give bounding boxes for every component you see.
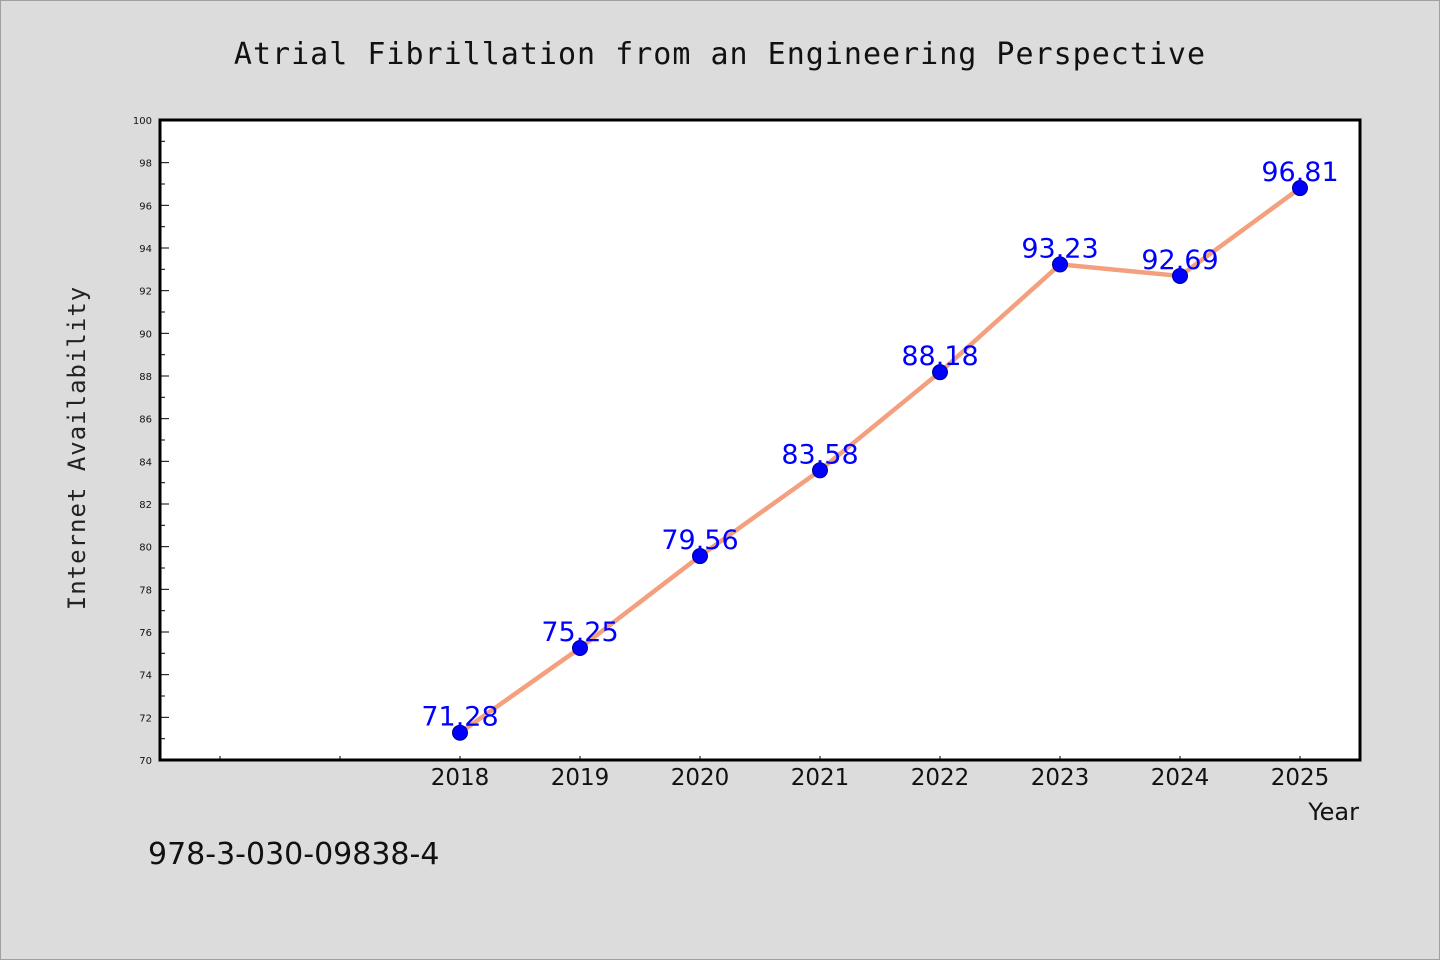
isbn-footer: 978-3-030-09838-4: [148, 837, 439, 872]
y-tick-label: 86: [139, 415, 152, 426]
data-label: 79.56: [661, 525, 738, 556]
series-layer: 71.28 75.25 79.56 83.58 88.18 93.23 92.69 96.81: [421, 157, 1339, 741]
y-tick-label: 70: [139, 756, 152, 767]
data-label: 83.58: [781, 439, 858, 470]
data-point: [452, 724, 468, 741]
data-label: 71.28: [421, 702, 498, 733]
plot-border: [158, 118, 1362, 762]
y-tick-label: 98: [139, 159, 152, 170]
y-tick-label: 82: [139, 500, 152, 511]
y-tick-label: 84: [139, 457, 152, 468]
x-axis-ticks: 2018 2019 2020 2021 2022 2023 2024 2025: [219, 756, 1330, 791]
data-label: 75.25: [541, 617, 618, 648]
y-axis-ticks: 70 72 74 76 78 80 82 84 86 88 90 92 94 96 98 100: [133, 116, 169, 767]
data-point: [572, 640, 588, 656]
x-tick-label: 2020: [671, 765, 730, 791]
x-tick-label: 2024: [1151, 765, 1210, 791]
plot-area: [160, 120, 1360, 760]
data-point: [692, 548, 708, 565]
data-point: [812, 462, 828, 479]
x-tick-label: 2022: [911, 765, 970, 791]
data-point: [1292, 180, 1308, 197]
data-label: 88.18: [901, 341, 978, 372]
data-point: [932, 364, 948, 381]
y-tick-label: 96: [139, 201, 152, 212]
data-label: 93.23: [1021, 233, 1098, 264]
data-label: 96.81: [1261, 157, 1338, 188]
y-tick-label: 94: [139, 244, 152, 255]
x-tick-label: 2019: [551, 765, 610, 791]
y-tick-label: 100: [133, 116, 152, 127]
chart-title: Atrial Fibrillation from an Engineering …: [234, 37, 1206, 72]
y-tick-label: 78: [139, 585, 152, 596]
data-label: 92.69: [1141, 245, 1218, 276]
y-tick-label: 80: [139, 543, 152, 554]
x-tick-label: 2025: [1271, 765, 1330, 791]
data-point: [1172, 267, 1188, 284]
x-axis-label: Year: [1307, 798, 1359, 826]
y-tick-label: 74: [139, 671, 152, 682]
y-tick-label: 76: [139, 628, 152, 639]
y-tick-label: 88: [139, 372, 152, 383]
series-line: [458, 186, 1302, 735]
data-point: [1052, 256, 1068, 273]
x-tick-label: 2021: [791, 765, 850, 791]
x-tick-label: 2018: [431, 765, 490, 791]
y-tick-label: 92: [139, 287, 152, 298]
y-axis-label: Internet Availability: [63, 286, 91, 610]
x-tick-label: 2023: [1031, 765, 1090, 791]
y-tick-label: 90: [139, 329, 152, 340]
y-tick-label: 72: [139, 713, 152, 724]
